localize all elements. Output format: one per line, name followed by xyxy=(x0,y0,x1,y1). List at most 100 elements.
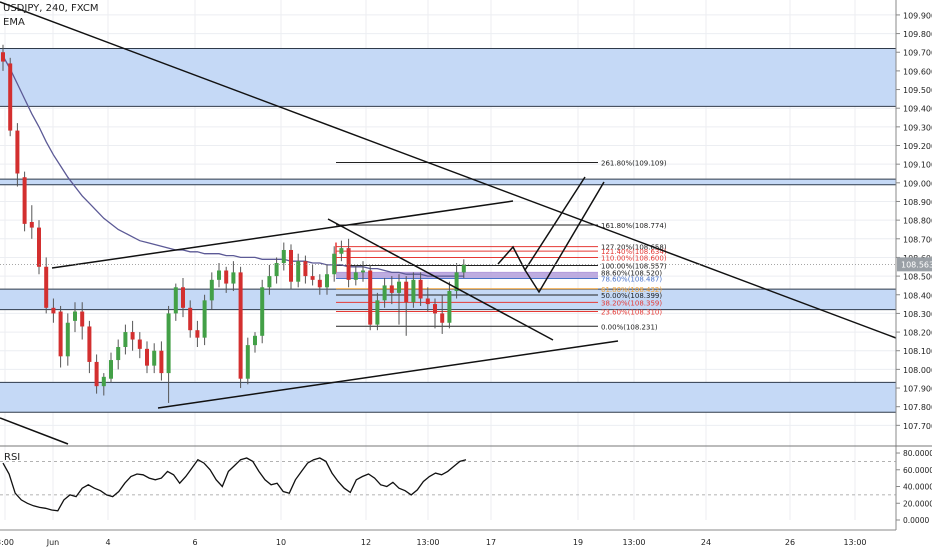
fib-level-label: 121.40%(108.634) xyxy=(601,248,667,256)
candle-body xyxy=(145,348,149,366)
candle-body xyxy=(339,248,344,254)
time-tick-label: 12 xyxy=(361,538,371,547)
price-tick-label: 108.100 xyxy=(903,347,932,356)
candle-body xyxy=(109,360,113,379)
fib-level-label: 88.60%(108.520) xyxy=(601,269,662,277)
candle-body xyxy=(267,276,272,288)
price-tick-label: 108.400 xyxy=(903,291,932,300)
rsi-label[interactable]: RSI xyxy=(4,452,21,463)
time-axis[interactable]: 3:00 Jun 4 6 10 12 13:00 17 19 13:00 24 26 13:00 xyxy=(0,529,896,547)
time-tick-label: 17 xyxy=(486,538,496,547)
price-tick-label: 108.900 xyxy=(903,198,932,207)
price-tick-label: 108.700 xyxy=(903,235,932,244)
candle-body xyxy=(260,287,265,336)
candle-body xyxy=(37,227,41,267)
candle-body xyxy=(317,279,322,288)
candle-body xyxy=(303,261,308,277)
price-tick-label: 107.900 xyxy=(903,385,932,394)
candle-body xyxy=(29,222,34,228)
price-tick-label: 109.000 xyxy=(903,179,932,188)
candle-body xyxy=(389,285,394,293)
indicator-label-ema[interactable]: EMA xyxy=(3,17,25,28)
candle-body xyxy=(440,313,445,323)
price-axis[interactable]: 109.900 109.800 109.700 109.600 109.500 109.4… xyxy=(0,0,932,530)
trend-line xyxy=(157,340,619,409)
time-tick-label: Jun xyxy=(46,538,60,547)
last-price-tag xyxy=(897,257,932,272)
candle-body xyxy=(209,279,214,301)
candle-body xyxy=(418,279,423,299)
fib-band xyxy=(336,272,598,279)
rsi-tick-label: 20.0000 xyxy=(903,499,932,508)
candle-body xyxy=(289,249,293,282)
price-tick-label: 108.800 xyxy=(903,217,932,226)
symbol-title[interactable]: USDJPY, 240, FXCM xyxy=(3,3,99,14)
candle-body xyxy=(22,177,27,224)
candle-body xyxy=(173,287,178,314)
price-tick-label: 107.700 xyxy=(903,422,932,431)
zone-fill xyxy=(0,382,896,413)
candle-body xyxy=(281,249,286,264)
fib-level-label: 0.00%(108.231) xyxy=(601,323,658,331)
fib-level-label: 78.60%(108.487) xyxy=(601,276,662,284)
price-tick-label: 109.200 xyxy=(903,142,932,151)
candle-body xyxy=(245,345,250,379)
trend-line xyxy=(327,218,554,341)
candle-body xyxy=(159,350,164,374)
fib-level-label: 100.00%(108.557) xyxy=(601,262,667,270)
last-price-label: 108.563 xyxy=(901,260,932,269)
trend-line xyxy=(0,417,69,445)
time-tick-label: 13:00 xyxy=(416,538,439,547)
candle-body xyxy=(325,274,329,288)
price-tick-label: 109.600 xyxy=(903,67,932,76)
support-resistance-zones xyxy=(0,48,896,413)
time-tick-label: 3:00 xyxy=(0,538,14,547)
time-tick-label: 13:00 xyxy=(843,538,866,547)
candle-body xyxy=(353,272,358,280)
candle-body xyxy=(346,248,351,280)
candle-body xyxy=(123,332,128,347)
candle-body xyxy=(404,281,409,303)
candle-body xyxy=(15,130,20,174)
time-tick-label: 13:00 xyxy=(622,538,645,547)
price-tick-label: 109.900 xyxy=(903,11,932,20)
candle-body xyxy=(73,311,77,321)
time-tick-label: 19 xyxy=(573,538,583,547)
candle-body xyxy=(447,291,452,323)
price-tick-label: 109.400 xyxy=(903,105,932,114)
price-tick-label: 108.500 xyxy=(903,273,932,282)
candle-body xyxy=(80,311,85,327)
rsi-pane: 80.0000 60.0000 40.0000 20.0000 0.0000 xyxy=(0,445,932,525)
candle-body xyxy=(8,63,13,131)
time-tick-label: 24 xyxy=(701,538,711,547)
candle-body xyxy=(130,332,135,340)
candle-body xyxy=(181,287,185,308)
candle-body xyxy=(253,335,257,346)
candle-body xyxy=(238,272,243,379)
price-tick-label: 109.800 xyxy=(903,30,932,39)
rsi-line xyxy=(2,457,467,512)
candle-body xyxy=(94,361,99,387)
candle-body xyxy=(116,346,121,361)
fib-level-label: 50.00%(108.399) xyxy=(601,292,662,300)
projection-path xyxy=(497,176,586,272)
time-tick-label: 4 xyxy=(105,538,110,547)
zone-fill xyxy=(0,48,896,107)
price-tick-label: 108.000 xyxy=(903,366,932,375)
candle-body xyxy=(375,300,380,325)
candle-body xyxy=(361,270,365,273)
rsi-tick-label: 40.0000 xyxy=(903,483,932,492)
price-tick-label: 109.300 xyxy=(903,123,932,132)
fibonacci-retracement: 261.80%(109.109) 161.80%(108.774) 127.20%(… xyxy=(335,159,667,331)
candle-body xyxy=(44,266,49,308)
rsi-tick-label: 0.0000 xyxy=(903,516,929,525)
price-tick-label: 107.800 xyxy=(903,403,932,412)
candle-body xyxy=(332,253,337,275)
candle-body xyxy=(51,307,56,314)
candle-body xyxy=(296,261,301,282)
candle-body xyxy=(382,285,387,301)
candle-body xyxy=(58,311,63,357)
ema-path xyxy=(2,55,464,277)
candle-body xyxy=(368,270,373,325)
